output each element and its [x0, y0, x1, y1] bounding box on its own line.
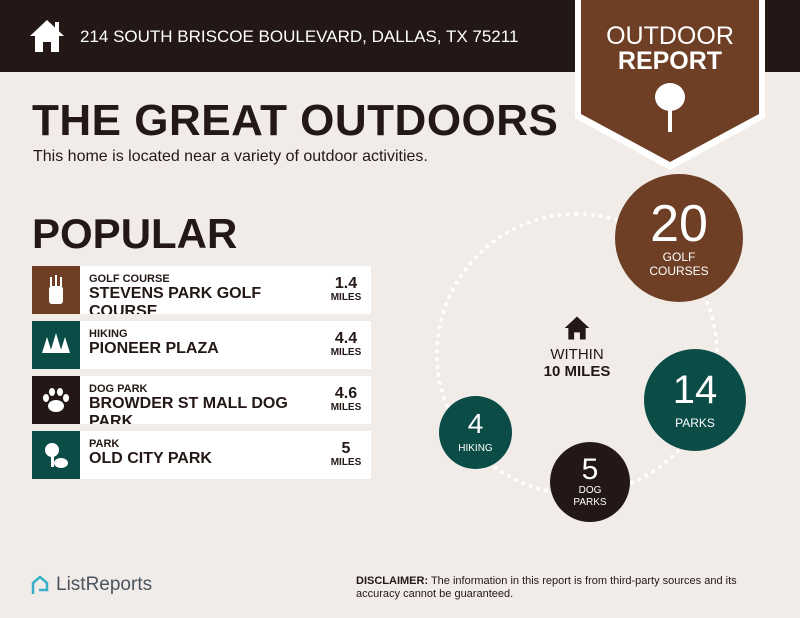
item-unit: MILES — [330, 292, 362, 303]
stat-label: HIKING — [458, 442, 493, 454]
item-category: GOLF COURSE — [89, 273, 170, 285]
stat-count: 20 — [650, 195, 708, 253]
stat-label: PARKS — [573, 497, 607, 508]
badge-title: OUTDOOR REPORT — [606, 22, 734, 75]
within-distance: 10 MILES — [543, 363, 611, 380]
item-category: PARK — [89, 438, 120, 450]
within-label: WITHIN 10 MILES — [520, 315, 634, 380]
listreports-logo: ListReports — [30, 574, 152, 596]
item-name: BROWDER ST MALL DOG PARK — [89, 395, 288, 424]
list-item: PARK OLD CITY PARK 5 MILES — [32, 431, 371, 479]
list-item: DOG PARK BROWDER ST MALL DOG PARK 4.6 MILE… — [32, 376, 371, 424]
property-address: 214 SOUTH BRISCOE BOULEVARD, DALLAS, TX … — [80, 27, 519, 46]
stat-count: 4 — [467, 407, 484, 439]
golf-bag-icon — [32, 266, 80, 314]
item-distance: 1.4 — [334, 275, 358, 292]
logo-text: ListReports — [56, 574, 153, 595]
park-icon — [32, 431, 80, 479]
stat-count: 5 — [581, 453, 599, 486]
page-title: THE GREAT OUTDOORS — [32, 96, 559, 145]
disclaimer-text: The information in this report is from t… — [356, 575, 737, 600]
hiking-stat: 4 HIKING — [439, 396, 512, 469]
item-distance: 4.6 — [334, 385, 358, 402]
tree-icon — [655, 83, 685, 132]
dog-parks-stat: 5 DOG PARKS — [550, 442, 630, 522]
stat-count: 14 — [672, 368, 718, 412]
trees-icon — [32, 321, 80, 369]
home-icon — [564, 316, 590, 340]
item-category: HIKING — [89, 328, 128, 340]
within-text: WITHIN — [550, 346, 604, 363]
item-name: STEVENS PARK GOLF COURSE — [89, 285, 262, 314]
paw-icon — [32, 376, 80, 424]
item-distance: 5 — [341, 440, 351, 457]
disclaimer-label: DISCLAIMER: — [356, 575, 429, 587]
popular-heading: POPULAR — [32, 210, 238, 257]
item-distance: 4.4 — [334, 330, 358, 347]
disclaimer: DISCLAIMER: The information in this repo… — [356, 575, 776, 601]
list-item: HIKING PIONEER PLAZA 4.4 MILES — [32, 321, 371, 369]
item-name: PIONEER PLAZA — [89, 340, 219, 357]
outdoor-report-badge — [575, 0, 765, 170]
page-subtitle: This home is located near a variety of o… — [33, 148, 428, 165]
stat-label: PARKS — [675, 416, 715, 430]
home-icon — [30, 20, 64, 52]
stat-label: DOG — [578, 485, 602, 496]
item-name: OLD CITY PARK — [89, 450, 212, 467]
stat-label: COURSES — [649, 264, 709, 278]
stat-label: GOLF — [662, 250, 696, 264]
logo-icon — [31, 575, 49, 594]
item-category: DOG PARK — [89, 383, 148, 395]
item-unit: MILES — [330, 347, 362, 358]
item-unit: MILES — [330, 457, 362, 468]
item-unit: MILES — [330, 402, 362, 413]
list-item: GOLF COURSE STEVENS PARK GOLF COURSE 1.4 M… — [32, 266, 371, 314]
parks-stat: 14 PARKS — [644, 349, 746, 451]
golf-courses-stat: 20 GOLF COURSES — [615, 174, 743, 302]
